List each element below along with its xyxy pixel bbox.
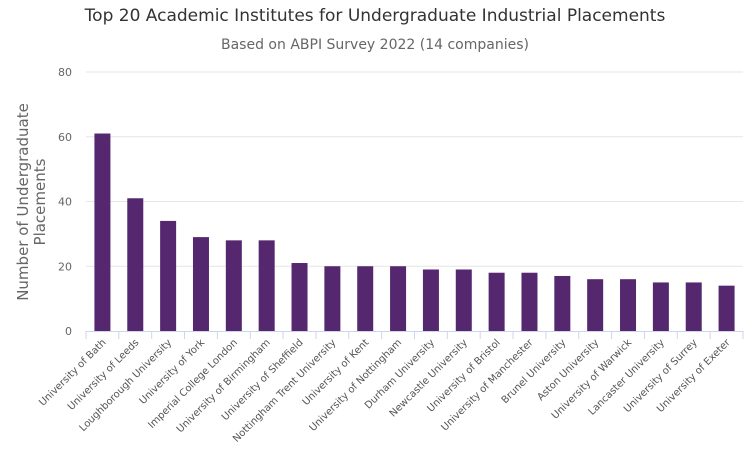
bar[interactable]: [390, 266, 407, 331]
chart-subtitle: Based on ABPI Survey 2022 (14 companies): [221, 37, 529, 53]
bar[interactable]: [94, 133, 111, 331]
y-tick-label: 20: [58, 260, 72, 273]
y-tick-label: 60: [58, 131, 72, 144]
bar[interactable]: [127, 198, 144, 331]
y-tick-label: 40: [58, 196, 72, 209]
bar[interactable]: [587, 279, 604, 331]
x-tick-label: Aston University: [535, 337, 601, 403]
bar[interactable]: [291, 263, 308, 331]
y-axis-title: Number of UndergraduatePlacements: [14, 103, 49, 301]
bar[interactable]: [258, 240, 275, 331]
bar[interactable]: [620, 279, 637, 331]
chart-title: Top 20 Academic Institutes for Undergrad…: [84, 6, 666, 26]
axis-layer: [85, 331, 744, 339]
y-tick-label: 0: [65, 325, 72, 338]
bar[interactable]: [488, 272, 505, 331]
bar-layer: [94, 133, 735, 331]
bar[interactable]: [521, 272, 538, 331]
bar[interactable]: [357, 266, 374, 331]
bar[interactable]: [422, 269, 439, 331]
grid-layer: [86, 71, 743, 267]
bar[interactable]: [455, 269, 472, 331]
bar[interactable]: [554, 275, 571, 331]
y-axis-title-line: Number of Undergraduate: [14, 103, 32, 301]
y-axis-title-line: Placements: [31, 158, 49, 245]
bar[interactable]: [324, 266, 341, 331]
y-tick-label: 80: [58, 66, 72, 79]
bar[interactable]: [718, 285, 735, 331]
bar[interactable]: [652, 282, 669, 331]
bar[interactable]: [160, 220, 177, 331]
bar[interactable]: [685, 282, 702, 331]
bar[interactable]: [225, 240, 242, 331]
bar[interactable]: [192, 237, 209, 331]
